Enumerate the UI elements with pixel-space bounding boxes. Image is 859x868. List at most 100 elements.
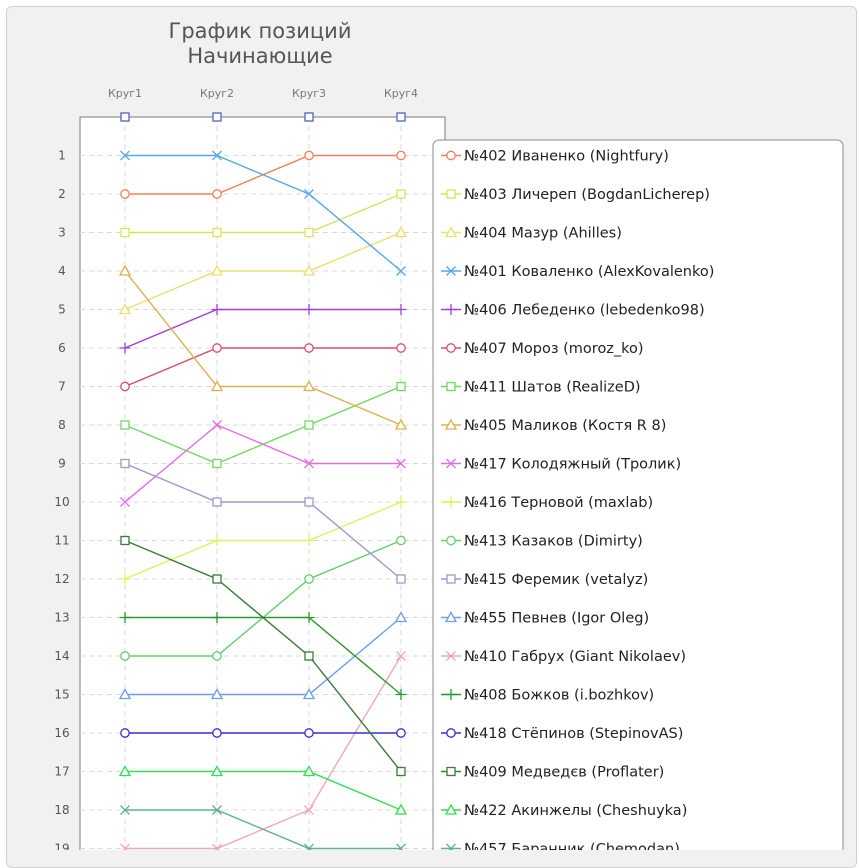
legend-marker-shape: [446, 766, 456, 777]
legend-marker: [445, 496, 457, 508]
series-marker-shape: [394, 418, 408, 430]
legend-item: №401 Коваленко (AlexKovalenko): [441, 264, 714, 280]
top-marker: [304, 112, 314, 122]
series-marker-shape: [396, 766, 406, 777]
series-marker-shape: [210, 688, 224, 700]
series-marker: [118, 303, 132, 315]
legend-item: №408 Божков (i.bozhkov): [441, 688, 654, 704]
series-marker: [212, 420, 222, 430]
legend-item: №402 Иваненко (Nightfury): [441, 149, 669, 165]
y-tick-label: 15: [54, 688, 69, 702]
legend-marker-shape: [445, 689, 457, 700]
series-marker: [304, 497, 314, 507]
series-marker-shape: [211, 535, 223, 546]
legend-marker: [444, 803, 458, 815]
series-marker: [394, 803, 408, 815]
legend-item: №415 Феремик (vetalyz): [441, 572, 648, 588]
legend-marker: [444, 418, 458, 430]
series-line: [124, 347, 401, 388]
series-marker-shape: [304, 651, 314, 661]
series-marker: [302, 688, 316, 700]
series-marker-shape: [304, 497, 314, 507]
series-marker-shape: [212, 728, 222, 738]
series-marker: [212, 189, 222, 199]
series-marker: [396, 574, 406, 584]
series-marker-shape: [211, 304, 223, 315]
series-marker: [212, 150, 222, 161]
y-tick-label: 19: [54, 842, 69, 851]
series-line: [124, 270, 402, 426]
legend-item: №416 Терновой (maxlab): [441, 495, 653, 511]
series-marker: [119, 573, 131, 585]
legend-marker-shape: [446, 343, 456, 353]
legend-label: №404 Мазур (Ahilles): [464, 226, 622, 242]
legend-label: №405 Маликов (Костя R 8): [464, 418, 666, 434]
top-marker-shape: [212, 112, 222, 122]
series-marker-shape: [304, 420, 314, 430]
legend-marker-shape: [445, 496, 457, 508]
chart-title-line1: График позиций: [169, 19, 352, 43]
series-marker-shape: [396, 343, 406, 353]
series-marker-shape: [304, 227, 314, 238]
series-marker: [211, 535, 223, 546]
y-tick-label: 7: [58, 380, 66, 394]
legend-item: №409 Медведєв (Proflater): [441, 765, 664, 781]
series-marker: [396, 266, 406, 276]
y-tick-label: 8: [58, 418, 66, 432]
legend-label: №422 Акинжелы (Cheshuyka): [464, 803, 687, 819]
series-marker-shape: [120, 150, 130, 161]
series-line: [125, 809, 401, 850]
series-marker: [303, 304, 315, 315]
series-marker: [120, 535, 130, 546]
y-tick-label: 3: [58, 226, 66, 240]
series-line: [124, 231, 402, 311]
legend-box: [432, 139, 844, 850]
legend-item: №406 Лебеденко (lebedenko98): [441, 303, 705, 319]
series-marker: [210, 380, 224, 392]
legend-label: №403 Личереп (BogdanLicherep): [464, 187, 710, 203]
series-marker-shape: [304, 150, 314, 161]
y-tick-label: 12: [54, 572, 69, 586]
top-marker: [212, 112, 222, 122]
series-marker: [396, 458, 406, 469]
legend-marker: [445, 689, 457, 700]
legend-item: №455 Певнев (Igor Oleg): [441, 611, 649, 627]
legend-marker: [446, 189, 456, 199]
legend-marker: [446, 150, 456, 161]
series-marker-shape: [302, 765, 316, 777]
series-marker-shape: [303, 612, 315, 623]
series-marker: [396, 766, 406, 777]
legend-label: №401 Коваленко (AlexKovalenko): [464, 264, 714, 280]
series-marker: [396, 728, 406, 738]
series-marker: [212, 458, 222, 469]
series-marker: [304, 458, 314, 469]
series-marker-shape: [119, 342, 131, 354]
series-marker-shape: [212, 189, 222, 199]
series-marker-shape: [120, 497, 130, 507]
series-marker-shape: [120, 227, 130, 238]
legend-marker: [446, 766, 456, 777]
legend-label: №457 Баранник (Chemodan): [464, 842, 680, 851]
legend-label: №409 Медведєв (Proflater): [464, 765, 664, 781]
legend-item: №407 Мороз (moroz_ko): [441, 341, 644, 357]
series-marker-shape: [118, 765, 132, 777]
y-tick-label: 17: [54, 765, 69, 779]
series-marker: [304, 343, 314, 353]
series-marker: [304, 150, 314, 161]
top-marker: [396, 112, 406, 122]
series-line: [125, 193, 402, 234]
series-marker-shape: [118, 688, 132, 700]
series-marker: [396, 381, 406, 392]
legend-marker: [445, 304, 457, 315]
series-marker: [302, 380, 316, 392]
series-marker: [304, 728, 314, 738]
series-marker: [304, 227, 314, 238]
series-marker: [396, 150, 406, 161]
series-line: [125, 154, 402, 272]
series-marker-shape: [396, 150, 406, 161]
series-marker-shape: [396, 651, 406, 661]
series-marker-shape: [302, 264, 316, 276]
legend-marker-shape: [446, 266, 456, 276]
series-marker-shape: [302, 688, 316, 700]
legend-marker-shape: [444, 803, 458, 815]
